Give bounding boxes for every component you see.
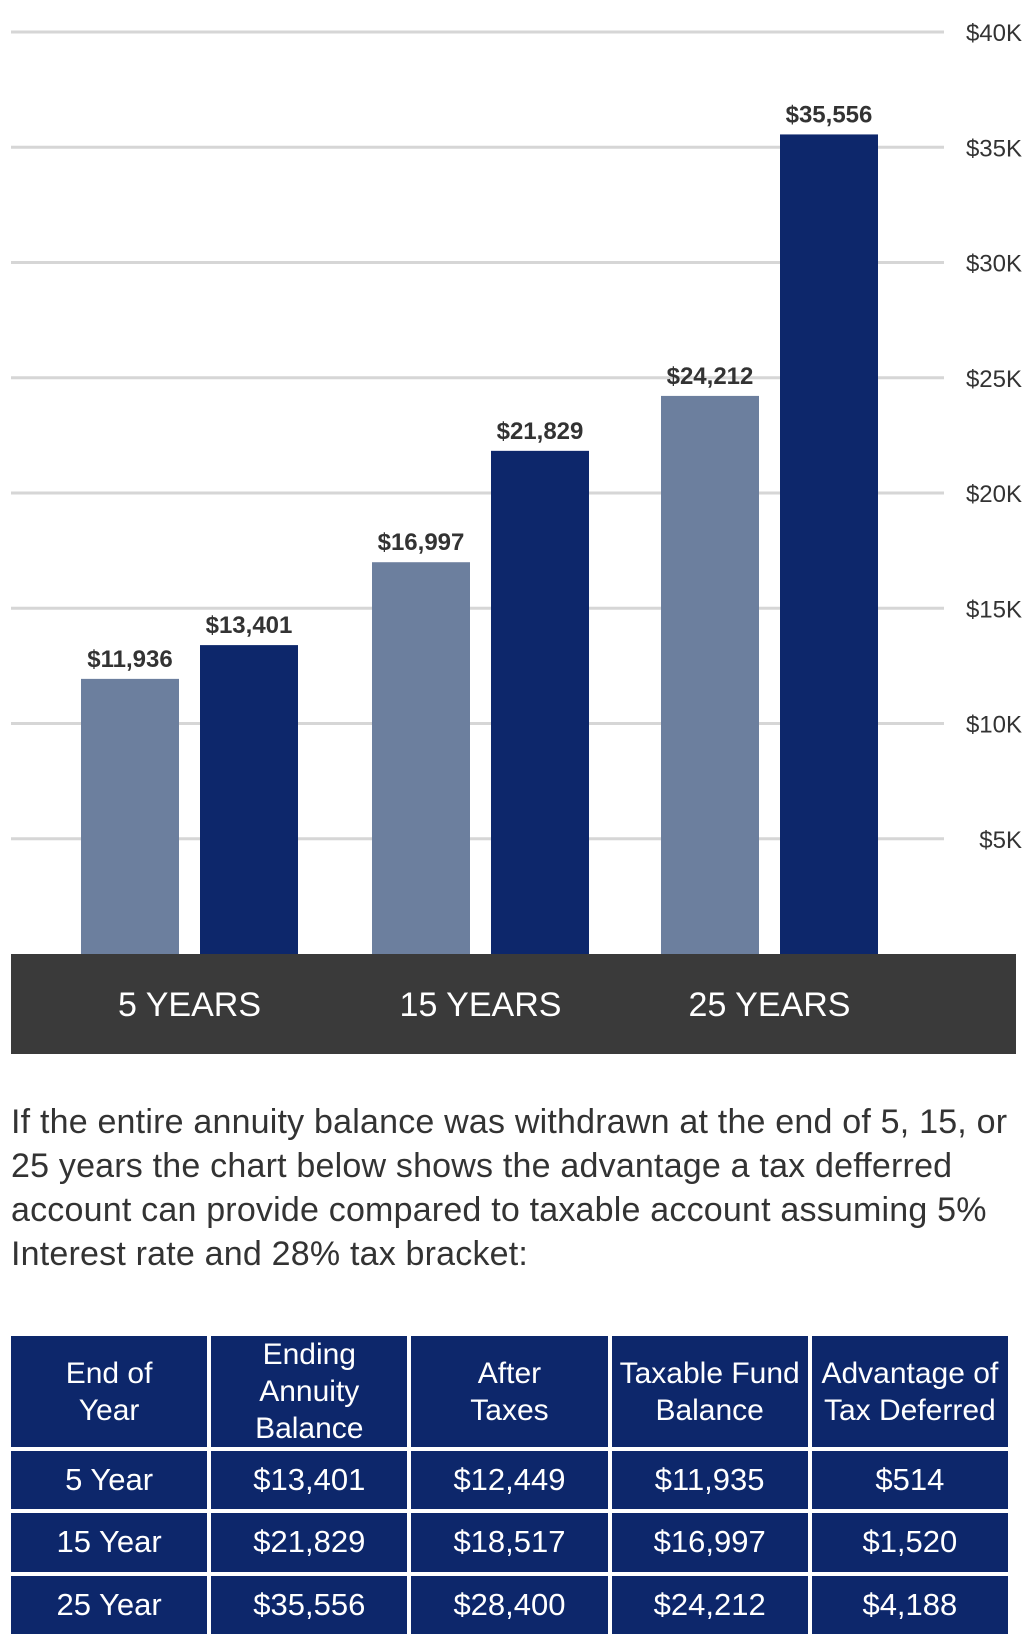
col-header-ending-annuity-balance: Ending Annuity Balance xyxy=(211,1336,408,1447)
table-row: 25 Year $35,556 $28,400 $24,212 $4,188 xyxy=(11,1575,1008,1634)
intro-text: If the entire annuity balance was withdr… xyxy=(11,1103,1008,1273)
bars: $11,936 $13,401 $16,997 $21,829 $24,212 $35,5… xyxy=(81,101,878,954)
y-tick-label: $5K xyxy=(979,827,1022,854)
x-category-label: 25 YEARS xyxy=(689,986,851,1024)
bar xyxy=(491,450,589,954)
table-cell: 15 Year xyxy=(11,1513,208,1572)
table-cell: $28,400 xyxy=(411,1575,608,1634)
bar-value-label: $35,556 xyxy=(786,101,873,128)
col-header-advantage-tax-deferred: Advantage of Tax Deferred xyxy=(811,1336,1008,1447)
bar xyxy=(780,134,878,954)
bar xyxy=(81,678,179,954)
table-cell: $16,997 xyxy=(611,1513,808,1572)
y-tick-label: $10K xyxy=(966,712,1022,739)
table-cell: $4,188 xyxy=(811,1575,1008,1634)
y-tick-label: $30K xyxy=(966,251,1022,278)
bar-chart: $5K$10K$15K$20K$25K$30K$35K$40K $11,936$… xyxy=(11,20,1022,1054)
bar xyxy=(200,645,298,954)
table-row: 5 Year $13,401 $12,449 $11,935 $514 xyxy=(11,1451,1008,1510)
bar xyxy=(661,395,759,954)
table-row: 15 Year $21,829 $18,517 $16,997 $1,520 xyxy=(11,1513,1008,1572)
col-header-after-taxes: After Taxes xyxy=(411,1336,608,1447)
bar-value-label: $21,829 xyxy=(497,418,584,445)
bar-value-label: $24,212 xyxy=(667,363,754,390)
bar-value-label: $13,401 xyxy=(206,612,293,639)
table-cell: $24,212 xyxy=(611,1575,808,1634)
y-tick-label: $20K xyxy=(966,481,1022,508)
table-cell: $18,517 xyxy=(411,1513,608,1572)
bar xyxy=(372,562,470,954)
y-tick-label: $35K xyxy=(966,135,1022,162)
col-header-end-of-year: End of Year xyxy=(11,1336,208,1447)
table-cell: $12,449 xyxy=(411,1451,608,1510)
table-cell: $21,829 xyxy=(211,1513,408,1572)
col-header-taxable-fund-balance: Taxable Fund Balance xyxy=(611,1336,808,1447)
category-labels: 5 YEARS 15 YEARS 25 YEARS xyxy=(118,986,850,1024)
table-cell: 5 Year xyxy=(11,1451,208,1510)
table-cell: $514 xyxy=(811,1451,1008,1510)
y-tick-label: $25K xyxy=(966,366,1022,393)
bar-value-label: $11,936 xyxy=(87,646,172,673)
table-cell: $11,935 xyxy=(611,1451,808,1510)
table-cell: $35,556 xyxy=(211,1575,408,1634)
table-cell: 25 Year xyxy=(11,1575,208,1634)
table-cell: $13,401 xyxy=(211,1451,408,1510)
table-cell: $1,520 xyxy=(811,1513,1008,1572)
table-header-row: End of Year Ending Annuity Balance After Ta… xyxy=(11,1336,1008,1447)
y-tick-label: $15K xyxy=(966,596,1022,623)
x-category-label: 15 YEARS xyxy=(400,986,562,1024)
y-tick-label: $40K xyxy=(966,20,1022,47)
bar-value-label: $16,997 xyxy=(378,529,465,556)
x-category-label: 5 YEARS xyxy=(118,986,261,1024)
x-axis-band xyxy=(11,954,1016,1054)
advantage-table: End of Year Ending Annuity Balance After Ta… xyxy=(7,1332,1012,1638)
